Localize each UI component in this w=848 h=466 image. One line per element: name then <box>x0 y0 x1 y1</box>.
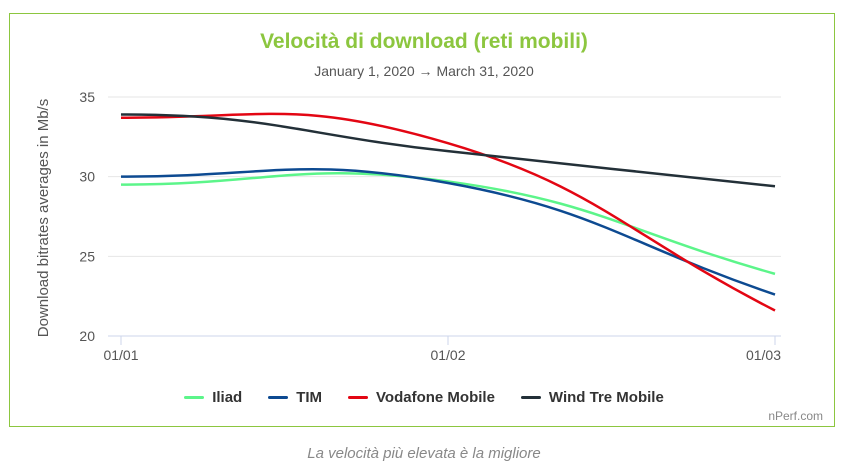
series-line-wind-tre-mobile <box>120 113 776 188</box>
caption: La velocità più elevata è la migliore <box>307 445 541 462</box>
series-line-vodafone-mobile <box>120 112 776 312</box>
legend-label: Vodafone Mobile <box>376 389 495 406</box>
chart-frame <box>9 13 835 427</box>
legend-swatch <box>348 396 369 399</box>
legend-swatch <box>268 396 289 399</box>
legend-item[interactable]: TIM <box>268 389 322 406</box>
y-tick-label: 25 <box>79 248 95 264</box>
y-tick-label: 30 <box>79 169 95 185</box>
legend-swatch <box>520 396 541 399</box>
x-tick-label: 01/01 <box>103 347 138 363</box>
legend-item[interactable]: Iliad <box>184 389 242 406</box>
legend-label: TIM <box>296 389 323 406</box>
legend-item[interactable]: Wind Tre Mobile <box>520 389 664 406</box>
legend: Iliad TIM Vodafone Mobile Wind Tre Mobile <box>0 389 848 406</box>
y-tick-label: 35 <box>79 89 95 105</box>
legend-label: Wind Tre Mobile <box>548 389 664 406</box>
y-tick-label: 20 <box>79 328 95 344</box>
series-line-tim <box>120 168 776 296</box>
series-line-iliad <box>120 171 776 276</box>
chart-title: Velocità di download (reti mobili) <box>260 30 588 53</box>
legend-label: Iliad <box>212 389 243 406</box>
legend-swatch <box>184 396 205 399</box>
chart-subtitle: January 1, 2020 → March 31, 2020 <box>314 63 534 79</box>
credit-link[interactable]: nPerf.com <box>768 409 823 423</box>
x-tick-label: 01/03 <box>746 347 781 363</box>
x-tick-label: 01/02 <box>430 347 465 363</box>
legend-item[interactable]: Vodafone Mobile <box>348 389 495 406</box>
